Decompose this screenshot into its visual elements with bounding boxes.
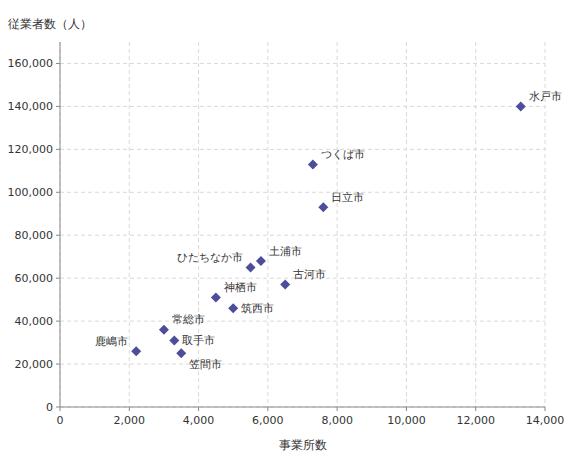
tick-label-x: 6,000: [252, 414, 284, 427]
grid-line-x: [60, 42, 61, 407]
tick-y: [56, 106, 60, 107]
point: [318, 202, 328, 212]
tick-label-y: 0: [46, 401, 53, 414]
point: [211, 293, 221, 303]
tick-label-x: 14,000: [526, 414, 565, 427]
point: [176, 348, 186, 358]
tick-x: [60, 407, 61, 411]
point-label: 常総市: [172, 313, 205, 326]
grid-line-y: [60, 192, 545, 193]
tick-label-y: 100,000: [8, 186, 54, 199]
points: [131, 101, 526, 358]
tick-y: [56, 278, 60, 279]
tick-label-x: 12,000: [456, 414, 495, 427]
tick-label-y: 80,000: [15, 229, 54, 242]
tick-y: [56, 364, 60, 365]
grid-line-x: [129, 42, 130, 407]
grid-line-y: [60, 364, 545, 365]
tick-label-x: 0: [57, 414, 64, 427]
grid-line-x: [406, 42, 407, 407]
point: [280, 280, 290, 290]
tick-x: [337, 407, 338, 411]
tick-label-y: 40,000: [15, 315, 54, 328]
tick-label-x: 2,000: [114, 414, 146, 427]
grid: [60, 42, 545, 407]
tick-label-y: 160,000: [8, 57, 54, 70]
tick-y: [56, 321, 60, 322]
point: [246, 262, 256, 272]
grid-line-y: [60, 106, 545, 107]
y-axis-label: 従業者数（人）: [8, 17, 92, 31]
point-label: つくば市: [321, 148, 365, 161]
grid-line-x: [198, 42, 199, 407]
grid-line-x: [475, 42, 476, 407]
tick-x: [475, 407, 476, 411]
chart: 0 2,000 4,000 6,000 8,000 10,000 12,000 14,000 0…: [0, 0, 571, 459]
point: [131, 346, 141, 356]
tick-y: [56, 407, 60, 408]
grid-line-x: [337, 42, 338, 407]
tick-x: [198, 407, 199, 411]
tick-label-y: 20,000: [15, 358, 54, 371]
grid-line-y: [60, 149, 545, 150]
grid-line-y: [60, 321, 545, 322]
point-label: 筑西市: [241, 302, 274, 315]
tick-x: [545, 407, 546, 411]
annotations: 水戸市つくば市日立市ひたちなか市 土浦市古河市神栖市筑西市常総市取手市 鹿嶋市笠間市: [95, 90, 562, 371]
point: [256, 256, 266, 266]
axes: 0 2,000 4,000 6,000 8,000 10,000 12,000 14,000 0…: [8, 42, 565, 427]
point-label: 鹿嶋市: [95, 335, 128, 348]
tick-label-y: 120,000: [8, 143, 54, 156]
grid-line-y: [60, 407, 545, 408]
point-label: 神栖市: [224, 281, 257, 294]
x-axis-line: [60, 407, 545, 408]
x-axis-label: 事業所数: [279, 438, 327, 452]
tick-y: [56, 63, 60, 64]
grid-line-y: [60, 235, 545, 236]
tick-label-x: 8,000: [321, 414, 353, 427]
tick-y: [56, 149, 60, 150]
tick-x: [129, 407, 130, 411]
grid-line-x: [267, 42, 268, 407]
tick-label-x: 10,000: [387, 414, 426, 427]
point: [228, 303, 238, 313]
point: [516, 101, 526, 111]
tick-x: [267, 407, 268, 411]
tick-x: [406, 407, 407, 411]
point-label: 水戸市: [529, 90, 562, 103]
point: [169, 335, 179, 345]
y-axis-line: [60, 42, 61, 407]
point: [308, 159, 318, 169]
point-label: 古河市: [293, 268, 326, 281]
tick-label-x: 4,000: [183, 414, 215, 427]
tick-label-y: 140,000: [8, 100, 54, 113]
point: [159, 325, 169, 335]
tick-y: [56, 235, 60, 236]
point-label: 土浦市: [269, 245, 302, 258]
point-label: 日立市: [331, 191, 364, 204]
grid-line-y: [60, 63, 545, 64]
point-label: 笠間市: [189, 358, 222, 371]
tick-label-y: 60,000: [15, 272, 54, 285]
point-label: ひたちなか市: [177, 251, 243, 264]
tick-y: [56, 192, 60, 193]
point-label: 取手市: [182, 334, 215, 347]
